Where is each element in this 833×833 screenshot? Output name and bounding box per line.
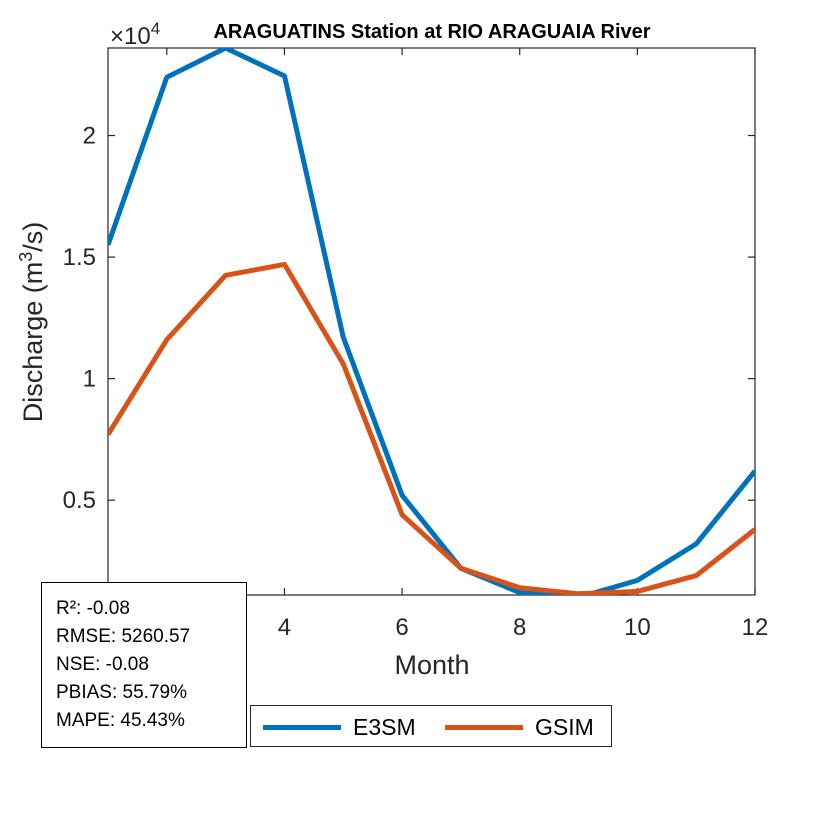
legend-item-gsim: GSIM <box>445 714 594 740</box>
x-tick-label: 8 <box>513 614 526 641</box>
exponent-label: ×104 <box>110 19 160 50</box>
exponent-power: 4 <box>151 19 160 38</box>
legend-label-gsim: GSIM <box>535 713 594 740</box>
x-tick-label: 4 <box>278 614 291 641</box>
stat-nse: NSE: -0.08 <box>56 654 149 675</box>
tick-labels: 246810120.511.52 <box>63 123 769 641</box>
stat-pbias: PBIAS: 55.79% <box>56 682 187 703</box>
y-axis-label-end: /s) <box>18 222 48 252</box>
legend-swatch-gsim <box>445 724 523 730</box>
stat-mape: MAPE: 45.43% <box>56 710 185 731</box>
chart-title: ARAGUATINS Station at RIO ARAGUAIA River <box>213 21 650 43</box>
y-axis-label-main: Discharge (m <box>18 262 48 423</box>
x-tick-label: 6 <box>395 614 408 641</box>
series-line-e3sm <box>108 48 755 595</box>
y-tick-label: 2 <box>83 123 96 150</box>
y-tick-label: 1 <box>83 366 96 393</box>
exponent-times: ×10 <box>110 23 151 50</box>
x-tick-label: 12 <box>742 614 769 641</box>
x-tick-label: 10 <box>624 614 651 641</box>
legend: E3SM GSIM <box>250 705 612 747</box>
y-tick-label: 0.5 <box>63 487 96 514</box>
stat-r2: R²: -0.08 <box>56 598 130 619</box>
stat-rmse: RMSE: 5260.57 <box>56 626 191 647</box>
y-axis-label: Discharge (m3/s) <box>16 222 48 423</box>
axes-box <box>107 47 756 596</box>
legend-swatch-e3sm <box>263 724 341 730</box>
y-axis-label-sup: 3 <box>16 252 36 262</box>
stats-box: R²: -0.08 RMSE: 5260.57 NSE: -0.08 PBIAS… <box>41 582 247 748</box>
series-line-gsim <box>108 261 755 595</box>
y-tick-label: 1.5 <box>63 244 96 271</box>
legend-label-e3sm: E3SM <box>353 713 416 740</box>
legend-item-e3sm: E3SM <box>263 714 416 740</box>
series-lines <box>108 48 755 595</box>
x-axis-label: Month <box>394 650 469 680</box>
